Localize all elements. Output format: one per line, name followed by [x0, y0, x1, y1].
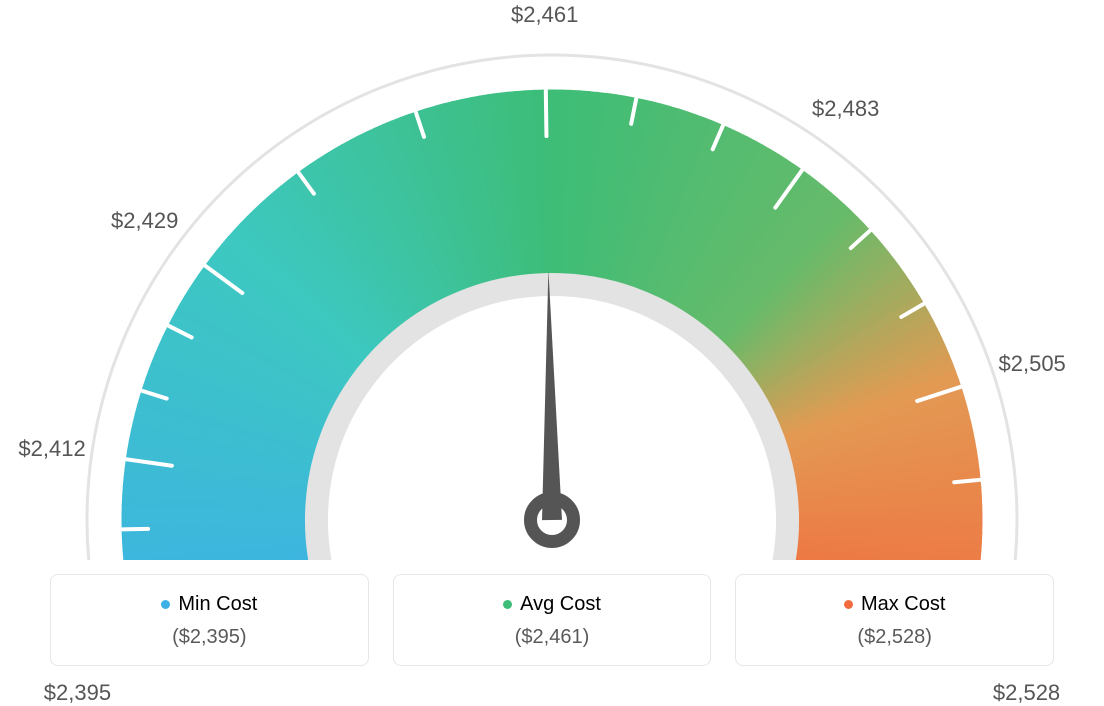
gauge-tick-label: $2,528 [993, 680, 1060, 706]
legend-value-min: ($2,395) [61, 626, 358, 649]
legend-label-min: Min Cost [178, 593, 257, 616]
legend-dot-min [161, 600, 170, 609]
legend-value-avg: ($2,461) [404, 626, 701, 649]
legend-dot-avg [503, 600, 512, 609]
gauge-tick-label: $2,429 [111, 208, 178, 234]
legend-dot-max [844, 600, 853, 609]
gauge-tick-label: $2,505 [999, 351, 1066, 377]
gauge-tick-label: $2,412 [18, 436, 85, 462]
legend-value-max: ($2,528) [746, 626, 1043, 649]
gauge-tick-label: $2,461 [511, 2, 578, 28]
legend-card-avg: Avg Cost ($2,461) [393, 574, 712, 666]
legend-label-max: Max Cost [861, 593, 945, 616]
legend-label-avg: Avg Cost [520, 593, 601, 616]
gauge-tick-label: $2,395 [44, 680, 111, 706]
legend-row: Min Cost ($2,395) Avg Cost ($2,461) Max … [50, 574, 1054, 666]
legend-card-min: Min Cost ($2,395) [50, 574, 369, 666]
legend-card-max: Max Cost ($2,528) [735, 574, 1054, 666]
gauge-tick-label: $2,483 [812, 96, 879, 122]
cost-gauge-chart: $2,395$2,412$2,429$2,461$2,483$2,505$2,5… [0, 0, 1104, 560]
